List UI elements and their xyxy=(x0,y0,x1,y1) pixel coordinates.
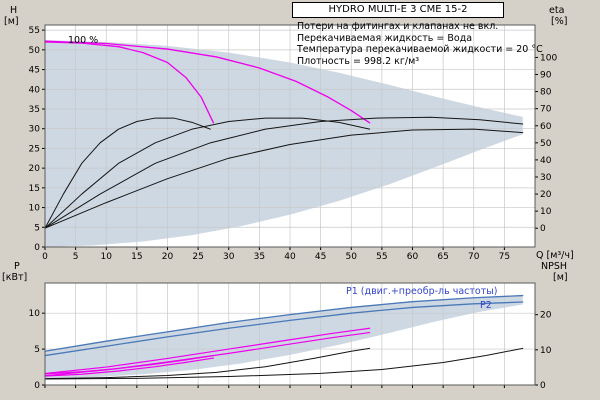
y-tick-label-right: 30 xyxy=(540,173,552,183)
x-tick-label: 0 xyxy=(42,252,48,262)
y-tick-label-right: 20 xyxy=(540,311,552,321)
y-tick-label-right: 0 xyxy=(540,224,546,234)
y-tick-label-left: 50 xyxy=(29,46,41,56)
series-p1-power-curve xyxy=(44,294,524,352)
info-line-liquid: Перекачиваемая жидкость = Вода xyxy=(297,32,473,44)
p2-curve-label: P2 xyxy=(480,300,492,311)
p-axis-unit: [кВт] xyxy=(2,272,28,283)
y-tick-label-left: 35 xyxy=(29,105,40,115)
npsh-axis-label: NPSH xyxy=(541,261,568,272)
x-tick-label: 75 xyxy=(499,252,510,262)
info-line-temperature: Температура перекачиваемой жидкости = 20… xyxy=(297,44,543,55)
series-npsh-curve-3pumps xyxy=(44,347,524,380)
series-p1-100pct-2pumps xyxy=(44,327,371,375)
y-tick-label-right: 0 xyxy=(540,381,546,391)
y-tick-label-left: 5 xyxy=(34,223,40,233)
y-tick-label-right: 60 xyxy=(540,122,552,132)
y-tick-label-right: 10 xyxy=(540,346,552,356)
speed-100pct-label: 100 % xyxy=(68,35,99,46)
series-p2-100pct-2pumps xyxy=(44,331,371,377)
y-tick-label-left: 40 xyxy=(29,85,41,95)
x-tick-label: 5 xyxy=(73,252,79,262)
series-eta-curve-1pump xyxy=(44,117,211,229)
x-tick-label: 65 xyxy=(437,252,448,262)
p-axis-label: P xyxy=(14,261,20,272)
operating-envelope xyxy=(45,295,523,379)
x-tick-label: 55 xyxy=(376,252,387,262)
y-tick-label-left: 0 xyxy=(34,381,40,391)
y-tick-label-right: 100 xyxy=(540,53,557,63)
plot-frame xyxy=(44,282,536,386)
info-line-losses: Потери на фитингах и клапанах не вкл. xyxy=(297,21,499,32)
plot-frame xyxy=(44,24,536,248)
p1-curve-label: P1 (двиг.+преобр-ль частоты) xyxy=(346,286,498,297)
y-tick-label-left: 15 xyxy=(29,184,40,194)
y-tick-label-left: 10 xyxy=(29,204,41,214)
x-tick-label: 35 xyxy=(254,252,265,262)
chart-title: HYDRO MULTI-E 3 CME 15-2 xyxy=(292,2,504,18)
x-tick-label: 40 xyxy=(284,252,296,262)
y-tick-label-left: 0 xyxy=(34,243,40,253)
q-axis-label: Q [м³/ч] xyxy=(536,250,574,261)
h-axis-label: H xyxy=(10,5,18,16)
series-pump-curve-100pct-1pump xyxy=(44,41,215,124)
h-axis-unit: [м] xyxy=(4,16,19,27)
npsh-axis-unit: [м] xyxy=(553,272,568,283)
series-eta-curve-2pumps xyxy=(44,117,371,229)
series-pump-curve-100pct-2pumps xyxy=(44,40,371,124)
x-tick-label: 45 xyxy=(315,252,326,262)
y-tick-label-left: 5 xyxy=(34,345,40,355)
eta-axis-label: eta xyxy=(549,5,565,16)
series-p2-100pct-1pump xyxy=(44,357,215,377)
series-p2-power-curve xyxy=(44,301,524,357)
y-tick-label-left: 30 xyxy=(29,125,41,135)
x-tick-label: 10 xyxy=(101,252,113,262)
info-line-density: Плотность = 998.2 кг/м³ xyxy=(297,55,420,67)
series-npsh-curve-2pumps xyxy=(44,347,371,380)
y-tick-label-right: 10 xyxy=(540,207,552,217)
y-tick-label-right: 50 xyxy=(540,139,552,149)
x-tick-label: 25 xyxy=(192,252,203,262)
y-tick-label-right: 80 xyxy=(540,88,552,98)
y-tick-label-left: 20 xyxy=(29,164,41,174)
x-tick-label: 70 xyxy=(468,252,480,262)
eta-axis-unit: [%] xyxy=(551,16,568,27)
x-tick-label: 30 xyxy=(223,252,235,262)
y-tick-label-left: 25 xyxy=(29,144,40,154)
y-tick-label-left: 55 xyxy=(29,26,40,36)
y-tick-label-right: 40 xyxy=(540,156,552,166)
series-eta-curve-3pumps xyxy=(44,116,524,229)
x-tick-label: 50 xyxy=(346,252,358,262)
series-eta-curve-system xyxy=(44,128,524,229)
y-tick-label-left: 45 xyxy=(29,66,40,76)
y-tick-label-right: 20 xyxy=(540,190,552,200)
y-tick-label-right: 90 xyxy=(540,71,552,81)
x-tick-label: 20 xyxy=(162,252,174,262)
x-tick-label: 15 xyxy=(131,252,142,262)
y-tick-label-right: 70 xyxy=(540,105,552,115)
y-tick-label-left: 10 xyxy=(29,309,41,319)
x-tick-label: 60 xyxy=(407,252,419,262)
operating-envelope xyxy=(45,39,523,248)
